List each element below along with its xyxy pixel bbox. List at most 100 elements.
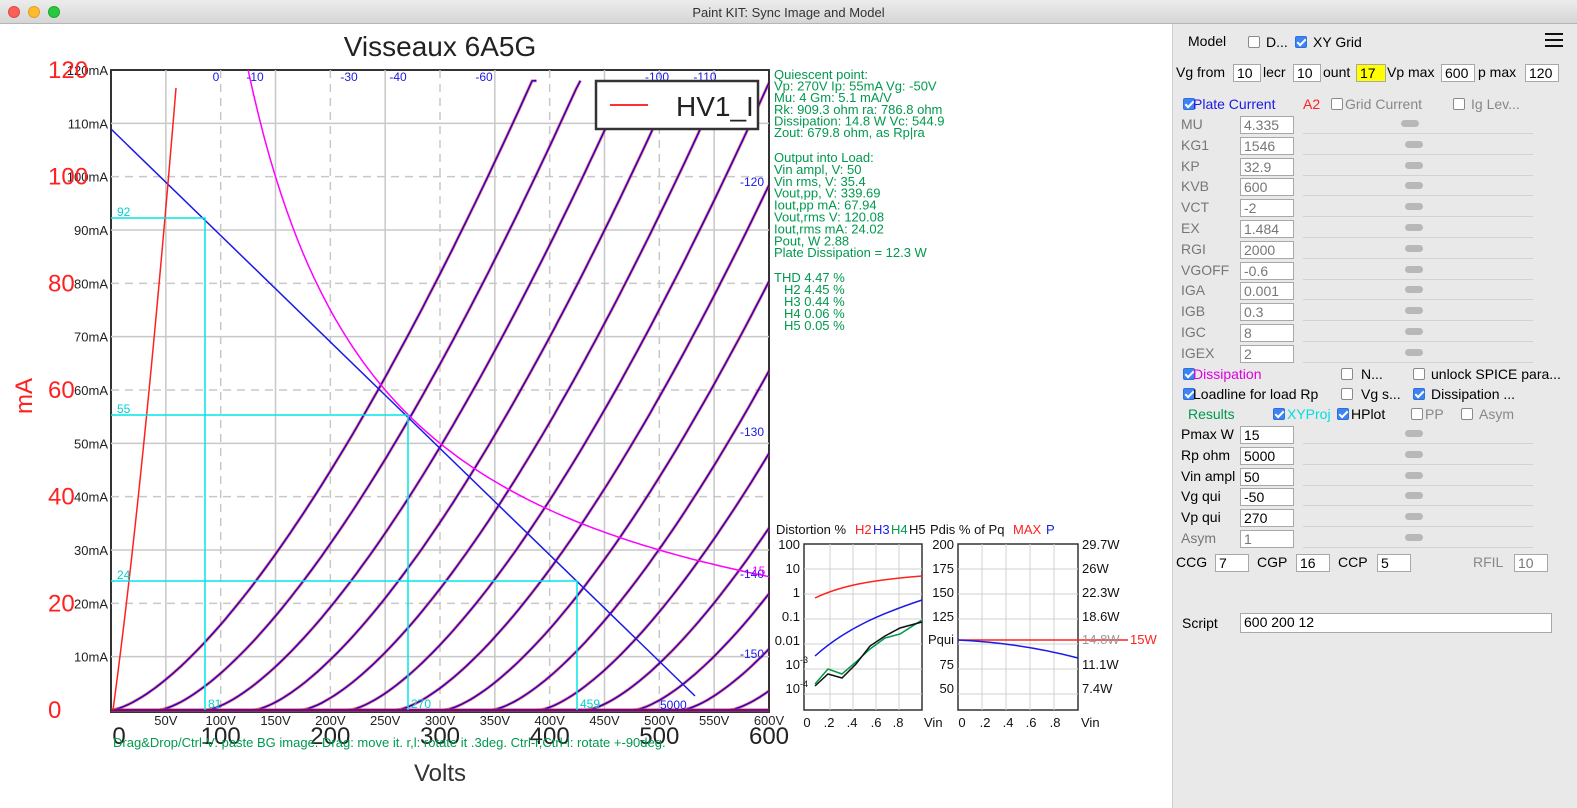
unlock-spice-checkbox[interactable]: [1413, 368, 1425, 380]
vp-max-field[interactable]: 600: [1441, 64, 1475, 82]
pdis-left-tick: Pqui: [928, 632, 954, 647]
close-window-button[interactable]: [8, 6, 20, 18]
count-field[interactable]: 17: [1356, 64, 1386, 82]
param-field[interactable]: -0.6: [1240, 261, 1294, 280]
plate-current-checkbox[interactable]: [1183, 98, 1195, 110]
param-field[interactable]: 270: [1240, 509, 1294, 528]
hplot-checkbox[interactable]: [1337, 408, 1349, 420]
param-slider[interactable]: [1303, 241, 1533, 259]
proj-label-i3: 24: [117, 568, 131, 582]
pdis-left-tick: 125: [932, 609, 954, 624]
plot-area[interactable]: 92 55 24 81 270 459 5000 Visseaux 6A5G m…: [0, 24, 1172, 808]
param-label: KP: [1181, 157, 1200, 174]
param-field[interactable]: 1.484: [1240, 220, 1294, 238]
n-checkbox[interactable]: [1341, 368, 1353, 380]
param-field[interactable]: 1546: [1240, 136, 1294, 155]
slider-knob[interactable]: [1405, 450, 1423, 458]
decr-field[interactable]: 10: [1293, 64, 1321, 82]
slider-knob[interactable]: [1405, 161, 1423, 169]
param-slider[interactable]: [1303, 178, 1533, 197]
slider-knob[interactable]: [1405, 307, 1423, 315]
param-slider[interactable]: [1303, 199, 1533, 218]
slider-knob[interactable]: [1405, 224, 1423, 231]
ip-max-field[interactable]: 120: [1525, 64, 1559, 82]
param-slider[interactable]: [1303, 447, 1533, 465]
param-field[interactable]: 1: [1240, 530, 1294, 548]
dissipation-checkbox[interactable]: [1183, 368, 1195, 380]
slider-knob[interactable]: [1405, 244, 1423, 252]
pp-checkbox[interactable]: [1411, 408, 1423, 420]
param-slider[interactable]: [1303, 324, 1533, 342]
param-slider[interactable]: [1303, 158, 1533, 176]
param-slider[interactable]: [1303, 282, 1533, 301]
param-field[interactable]: -2: [1240, 199, 1294, 218]
d-checkbox[interactable]: [1248, 36, 1260, 48]
slider-knob[interactable]: [1405, 471, 1423, 479]
param-field[interactable]: 5000: [1240, 446, 1294, 465]
thd-line: H5 0.05 %: [784, 318, 845, 333]
y-tick-label: 20mA: [74, 596, 108, 611]
slider-knob[interactable]: [1405, 513, 1423, 521]
slider-knob[interactable]: [1405, 430, 1423, 437]
param-slider[interactable]: [1303, 509, 1533, 528]
loadline-checkbox[interactable]: [1183, 388, 1195, 400]
a2-label: A2: [1303, 96, 1321, 112]
slider-knob[interactable]: [1405, 203, 1423, 211]
param-field[interactable]: -50: [1240, 488, 1294, 507]
vp-max-label: Vp max: [1387, 64, 1435, 80]
param-field[interactable]: 15: [1240, 426, 1294, 444]
param-field[interactable]: 0.3: [1240, 303, 1294, 322]
asym-checkbox[interactable]: [1461, 408, 1473, 420]
param-slider[interactable]: [1303, 303, 1533, 322]
slider-knob[interactable]: [1405, 328, 1423, 335]
cgp-field[interactable]: 16: [1296, 554, 1330, 572]
slider-knob[interactable]: [1405, 182, 1423, 190]
grid-current-checkbox[interactable]: [1331, 98, 1343, 110]
slider-knob[interactable]: [1405, 265, 1423, 273]
param-slider[interactable]: [1303, 468, 1533, 486]
param-field[interactable]: 32.9: [1240, 157, 1294, 176]
param-slider[interactable]: [1303, 488, 1533, 507]
param-field[interactable]: 8: [1240, 324, 1294, 342]
param-slider[interactable]: [1303, 116, 1533, 134]
param-field[interactable]: 0.001: [1240, 282, 1294, 301]
script-field[interactable]: 600 200 12: [1240, 613, 1552, 633]
minimize-window-button[interactable]: [28, 6, 40, 18]
param-label: Rp ohm: [1181, 446, 1231, 463]
param-label: IGA: [1181, 282, 1206, 299]
quiescent-line: Quiescent point:: [774, 67, 868, 82]
slider-knob[interactable]: [1405, 286, 1423, 294]
param-slider[interactable]: [1303, 220, 1533, 238]
model-panel: Model D... XY Grid Vg from 10 lecr 10 ou…: [1172, 24, 1577, 808]
slider-knob[interactable]: [1405, 140, 1423, 148]
vg-s-checkbox[interactable]: [1341, 388, 1353, 400]
vg-from-field[interactable]: 10: [1233, 64, 1261, 82]
param-field[interactable]: 600: [1240, 178, 1294, 197]
dissipation2-checkbox[interactable]: [1413, 388, 1425, 400]
param-slider[interactable]: [1303, 262, 1533, 280]
xy-projections: [111, 217, 578, 710]
slider-knob[interactable]: [1405, 534, 1423, 541]
ccp-field[interactable]: 5: [1377, 554, 1411, 572]
param-slider[interactable]: [1303, 137, 1533, 155]
pdis-left-tick: 150: [932, 585, 954, 600]
zoom-window-button[interactable]: [48, 6, 60, 18]
param-slider[interactable]: [1303, 345, 1533, 363]
ccg-field[interactable]: 7: [1215, 554, 1249, 572]
slider-knob[interactable]: [1405, 348, 1423, 356]
rfil-field[interactable]: 10: [1514, 554, 1548, 572]
param-slider[interactable]: [1303, 530, 1533, 548]
pdis-left-tick: 50: [940, 681, 954, 696]
ig-lev-checkbox[interactable]: [1453, 98, 1465, 110]
plate-curves-plot[interactable]: 92 55 24 81 270 459 5000 Visseaux 6A5G m…: [0, 24, 1172, 808]
param-field[interactable]: 2000: [1240, 240, 1294, 259]
xy-grid-checkbox[interactable]: [1295, 36, 1307, 48]
param-field[interactable]: 4.335: [1240, 116, 1294, 134]
param-slider[interactable]: [1303, 426, 1533, 444]
param-field[interactable]: 50: [1240, 467, 1294, 486]
slider-knob[interactable]: [1405, 492, 1423, 500]
slider-knob[interactable]: [1401, 120, 1419, 127]
xyproj-checkbox[interactable]: [1273, 408, 1285, 420]
param-field[interactable]: 2: [1240, 344, 1294, 363]
hamburger-menu-icon[interactable]: [1545, 33, 1563, 49]
